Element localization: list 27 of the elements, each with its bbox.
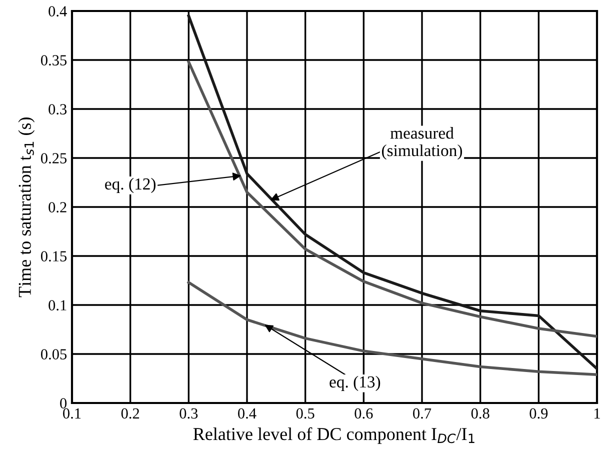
y-tick-label: 0.3 xyxy=(48,104,67,115)
x-tick-label: 0.7 xyxy=(413,408,432,419)
x-tick-label: 0.4 xyxy=(238,408,256,419)
y-tick-label: 0.25 xyxy=(40,153,67,164)
line-series xyxy=(187,281,597,376)
line-series xyxy=(187,60,597,338)
y-tick-label: 0.15 xyxy=(40,251,67,262)
x-tick-label: 0.9 xyxy=(530,408,548,419)
y-tick-label: 0.05 xyxy=(40,349,67,360)
x-tick-label: 0.3 xyxy=(180,408,198,419)
y-tick-label: 0.1 xyxy=(48,300,66,311)
line-series xyxy=(187,14,597,370)
annotation: eq. (12) xyxy=(105,178,156,193)
x-tick-label: 0.5 xyxy=(296,408,314,419)
x-tick-label: 0.1 xyxy=(63,408,81,419)
x-tick-label: 0.6 xyxy=(354,408,373,419)
y-axis-title: Time to saturation t$_{s1}$ (s) xyxy=(18,117,35,298)
annotation: eq. (13) xyxy=(330,376,380,391)
y-tick-label: 0.2 xyxy=(48,202,66,213)
x-tick-label: 0.2 xyxy=(121,408,140,419)
x-axis-title: Relative level of DC component I$_{DC}$/I$_{1}$ xyxy=(193,427,474,444)
y-tick-label: 0.35 xyxy=(40,55,67,66)
y-tick-label: 0 xyxy=(60,398,67,408)
x-tick-label: 0.8 xyxy=(471,408,490,419)
annotation: measured (simulation) xyxy=(382,127,462,160)
y-tick-label: 0.4 xyxy=(48,6,67,17)
x-tick-label: 1 xyxy=(594,408,600,418)
